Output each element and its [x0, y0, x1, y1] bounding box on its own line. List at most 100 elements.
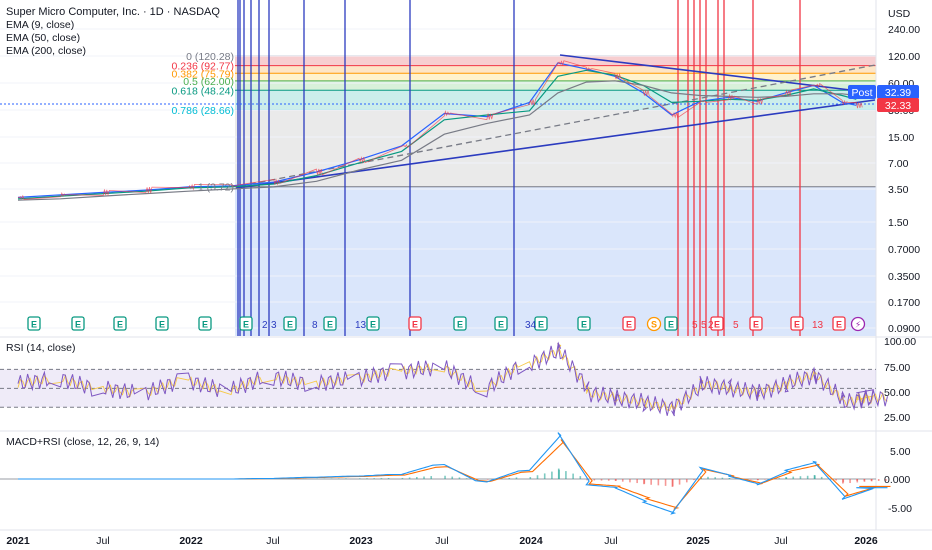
macd-histogram-bar	[664, 479, 667, 486]
time-tick-label: Jul	[266, 535, 279, 547]
time-tick-label: 2026	[854, 535, 878, 547]
ema-9-legend[interactable]: EMA (9, close)	[6, 19, 75, 31]
earnings-icon	[790, 316, 804, 331]
macd-histogram-bar	[345, 478, 347, 479]
macd-tick-label: -5.00	[888, 503, 912, 515]
macd-histogram-bar	[750, 479, 752, 480]
macd-histogram-bar	[451, 476, 454, 479]
macd-histogram-bar	[380, 478, 383, 479]
cycle-count-label: 2	[708, 320, 714, 331]
support-trendline	[235, 99, 876, 189]
macd-histogram-bar	[856, 479, 858, 481]
earnings-letter: E	[626, 320, 632, 330]
macd-histogram-bar	[636, 479, 638, 484]
macd-histogram-bar	[551, 471, 553, 479]
macd-histogram-bar	[600, 479, 603, 481]
grid-lines	[0, 0, 932, 531]
earnings-letter: E	[498, 320, 504, 330]
cycle-count-label: 2	[262, 320, 268, 331]
macd-histogram-bar	[423, 476, 425, 479]
earnings-letter: E	[836, 320, 842, 330]
post-price-badge	[877, 85, 919, 99]
split-letter: ⚡	[855, 321, 861, 331]
rsi-title: RSI (14, close)	[6, 342, 76, 354]
dividend-letter: S	[651, 320, 657, 330]
earnings-icon	[198, 316, 212, 331]
macd-signal-line	[21, 439, 891, 510]
macd-histogram-bar	[778, 478, 781, 479]
time-axis: 2021 Jul 2022 Jul 2023 Jul 2024 Jul 2025 Jul 2026	[6, 535, 878, 547]
macd-histogram-bar	[572, 473, 574, 479]
macd-histogram-bar	[785, 477, 787, 479]
macd-histogram-bar	[565, 471, 567, 479]
macd-histogram-bar	[408, 477, 411, 479]
macd-histogram-bar	[543, 473, 546, 479]
macd-histogram-bar	[792, 476, 795, 479]
earnings-letter: E	[370, 320, 376, 330]
macd-histogram-bar	[458, 477, 461, 479]
macd-histogram-bar	[508, 477, 511, 479]
earnings-icon	[366, 316, 380, 331]
earnings-icon	[323, 316, 337, 331]
macd-histogram-bar	[586, 479, 588, 481]
time-tick-label: 2023	[349, 535, 373, 547]
cycle-count-label: 34	[525, 320, 537, 331]
macd-histogram-bar	[401, 477, 404, 479]
rsi-legend[interactable]: RSI (14, close)	[6, 342, 75, 355]
ema-200-legend[interactable]: EMA (200, close)	[6, 45, 86, 57]
fib-zone	[235, 90, 876, 110]
cycle-count-label: 8	[312, 320, 318, 331]
earnings-letter: E	[327, 320, 333, 330]
earnings-icon	[749, 316, 763, 331]
earnings-icon	[577, 316, 591, 331]
earnings-icon	[494, 316, 508, 331]
earnings-icon	[664, 316, 678, 331]
macd-histogram-bar	[366, 478, 368, 479]
macd-tick-label: 5.00	[890, 446, 911, 458]
earnings-letter: E	[581, 320, 587, 330]
macd-histogram-bar	[885, 479, 887, 481]
earnings-letter: E	[457, 320, 463, 330]
macd-histogram-bar	[621, 479, 624, 482]
macd-tick-label: 0.000	[884, 474, 910, 486]
price-tick-label: 0.3500	[888, 271, 920, 283]
fib-zone	[235, 73, 876, 81]
macd-legend[interactable]: MACD+RSI (close, 12, 26, 9, 14)	[6, 436, 159, 449]
currency-label: USD	[888, 8, 911, 20]
earnings-letter: E	[753, 320, 759, 330]
earnings-icon	[453, 316, 467, 331]
macd-histogram-bar	[486, 479, 489, 480]
price-series	[17, 60, 863, 201]
chart-legend: Super Micro Computer, Inc. · 1D · NASDAQ…	[6, 6, 220, 58]
earnings-letter: E	[202, 320, 208, 330]
earnings-letter: E	[794, 320, 800, 330]
macd-histogram-bar	[693, 479, 695, 481]
fib-zone	[235, 65, 876, 74]
fib-label: 0 (120.28)	[186, 51, 234, 63]
macd-histogram-bar	[359, 478, 361, 479]
price-tick-label: 0.1700	[888, 297, 920, 309]
ema-50-legend[interactable]: EMA (50, close)	[6, 32, 81, 44]
cycle-count-label: 13	[355, 320, 367, 331]
macd-histogram-bar	[685, 479, 688, 483]
macd-histogram-bar	[579, 476, 582, 479]
cycle-count-label: 3	[271, 320, 277, 331]
macd-histogram-bar	[835, 479, 837, 481]
macd-histogram-bar	[629, 479, 631, 483]
macd-histogram-bar	[820, 476, 823, 479]
vertical-cycle-lines	[237, 0, 801, 336]
macd-histogram-bar	[515, 477, 518, 479]
time-tick-label: 2021	[6, 535, 30, 547]
earnings-icon	[71, 316, 85, 331]
macd-histogram-bar	[657, 479, 660, 486]
fib-zone	[235, 80, 876, 91]
post-price-value: 32.39	[885, 87, 911, 99]
earnings-letter: E	[31, 320, 37, 330]
macd-histogram-bar	[813, 475, 816, 479]
macd-histogram-bar	[849, 479, 851, 484]
post-market-tag	[848, 85, 876, 99]
macd-pane	[0, 432, 891, 515]
price-tick-label: 0.0900	[888, 323, 920, 335]
cycle-count-label: 13	[812, 320, 824, 331]
